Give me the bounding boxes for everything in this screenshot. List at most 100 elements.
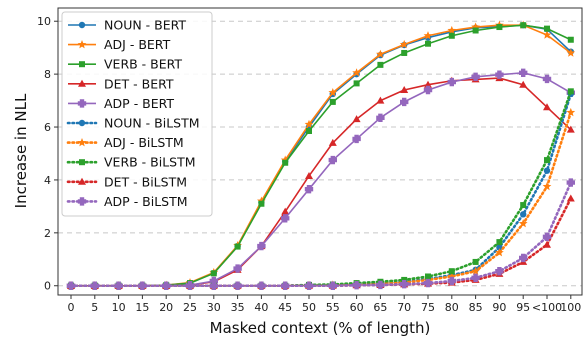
- data-point: [114, 281, 123, 290]
- data-point: [400, 97, 409, 107]
- data-point: [544, 157, 550, 164]
- data-point: [495, 70, 504, 79]
- y-tick-label: 0: [44, 280, 51, 293]
- legend-label: ADJ - BERT: [104, 37, 171, 52]
- data-point: [185, 281, 195, 290]
- data-point: [304, 119, 314, 129]
- data-point: [566, 194, 575, 202]
- legend-entry: ADJ - BERT: [68, 37, 171, 52]
- data-point: [352, 115, 361, 123]
- legend-label: DET - BERT: [104, 76, 174, 91]
- y-tick-label: 8: [44, 68, 51, 81]
- data-point: [472, 27, 479, 34]
- data-point: [258, 200, 265, 207]
- legend-label: ADJ - BiLSTM: [104, 135, 184, 150]
- data-point: [448, 268, 455, 275]
- data-point: [281, 207, 290, 215]
- legend-entry: VERB - BiLSTM: [66, 155, 196, 170]
- data-point: [425, 273, 431, 280]
- y-tick-label: 4: [44, 174, 51, 187]
- legend-marker: [77, 40, 87, 49]
- data-point: [520, 22, 527, 29]
- data-point: [495, 266, 504, 276]
- data-point: [233, 264, 242, 273]
- data-point: [233, 281, 242, 290]
- y-axis-ticks: 0 2 4 6 8 10: [37, 15, 58, 293]
- data-point: [401, 49, 408, 56]
- data-point: [257, 241, 266, 251]
- data-point: [447, 25, 457, 35]
- series-line: [69, 181, 573, 288]
- data-point: [566, 48, 576, 57]
- x-tick-label: <100: [532, 301, 562, 314]
- x-tick-label: 45: [278, 301, 292, 314]
- data-point: [496, 239, 503, 246]
- data-point: [423, 31, 433, 40]
- data-point: [542, 30, 552, 39]
- legend-box: [61, 11, 213, 217]
- legend-entry: ADP - BERT: [68, 96, 174, 111]
- legend-marker: [77, 99, 87, 108]
- x-tick-label: 10: [112, 301, 126, 314]
- data-point: [472, 258, 479, 265]
- data-point: [543, 167, 551, 174]
- x-axis-ticks: 0 5 10 15 20 25 30 35 40 45 50 55 60 65 70 75 80 85 90 95 <1…: [68, 295, 581, 314]
- legend-entry: VERB - BERT: [68, 57, 182, 72]
- legend-marker: [78, 177, 86, 185]
- data-point: [400, 86, 409, 93]
- data-point: [234, 243, 241, 250]
- data-point: [542, 232, 552, 242]
- data-point: [281, 214, 290, 223]
- data-point: [328, 138, 337, 146]
- legend-label: ADP - BERT: [104, 96, 174, 111]
- legend-entry: DET - BERT: [68, 76, 174, 91]
- data-point: [257, 196, 266, 205]
- data-point: [377, 61, 384, 68]
- data-point: [471, 266, 480, 275]
- data-point: [353, 80, 360, 87]
- legend-label: DET - BiLSTM: [104, 174, 187, 189]
- x-tick-label: 90: [492, 301, 506, 314]
- data-point: [281, 281, 290, 290]
- legend-label: NOUN - BERT: [104, 18, 186, 33]
- data-point: [328, 88, 338, 97]
- x-tick-label: 70: [397, 301, 411, 314]
- x-tick-label: 60: [350, 301, 364, 314]
- data-point: [352, 134, 361, 144]
- data-point: [352, 281, 361, 290]
- data-point: [376, 96, 385, 104]
- legend-marker: [77, 138, 87, 147]
- legend-entry: DET - BiLSTM: [66, 174, 187, 189]
- legend-label: VERB - BERT: [104, 57, 182, 72]
- data-point: [423, 278, 433, 288]
- legend-marker: [78, 21, 86, 29]
- data-point: [210, 270, 217, 277]
- x-tick-label: 25: [183, 301, 197, 314]
- data-point: [138, 281, 147, 290]
- data-point: [90, 281, 99, 290]
- data-point: [280, 155, 290, 164]
- x-tick-label: 15: [135, 301, 149, 314]
- data-point: [567, 36, 574, 43]
- data-point: [544, 25, 550, 32]
- data-point: [519, 80, 528, 88]
- data-point: [376, 113, 385, 122]
- data-point: [495, 248, 504, 257]
- data-point: [542, 181, 552, 191]
- data-point: [162, 281, 171, 290]
- data-point: [447, 77, 456, 87]
- data-point: [257, 281, 266, 290]
- x-tick-label: 95: [516, 301, 530, 314]
- legend-marker: [79, 159, 85, 166]
- x-tick-label: 30: [207, 301, 221, 314]
- data-point: [519, 68, 528, 78]
- x-tick-label: 100: [560, 301, 581, 314]
- data-point: [520, 202, 527, 209]
- x-tick-label: 55: [326, 301, 340, 314]
- data-point: [304, 184, 314, 194]
- data-point: [329, 98, 336, 105]
- data-point: [520, 211, 527, 218]
- data-point: [496, 24, 503, 31]
- legend-entry: NOUN - BiLSTM: [66, 116, 200, 131]
